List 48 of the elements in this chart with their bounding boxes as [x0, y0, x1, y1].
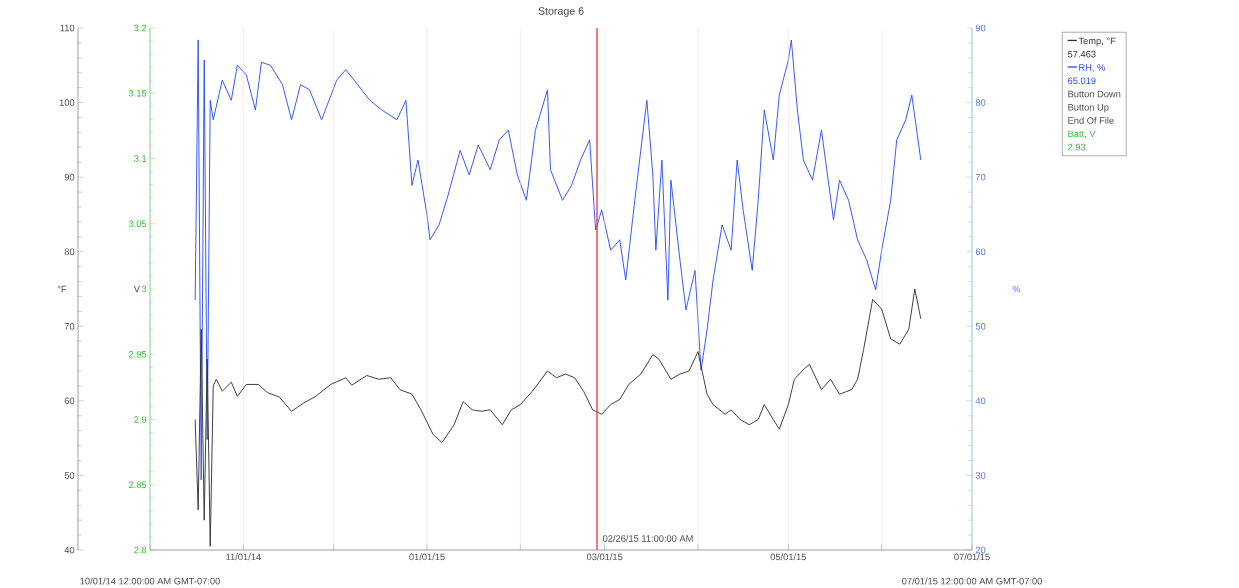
y3-tick-label: 2.95: [129, 350, 147, 358]
y3-tick-label: 2.85: [129, 481, 147, 489]
x-tick-label: 05/01/15: [770, 553, 807, 561]
y3-tick-label: 2.8: [134, 546, 147, 554]
text: Button Up: [1068, 104, 1109, 113]
text: 57.463: [1067, 50, 1096, 58]
x-tick-label: 01/01/15: [409, 553, 445, 561]
y3-tick-label: 2.9: [134, 416, 147, 423]
line-series: [194, 39, 922, 481]
y3-tick-label: 3.2: [134, 24, 147, 32]
y-tick-label: 90: [64, 173, 75, 181]
text: Button Down: [1068, 90, 1121, 98]
y2-tick-label: 80: [975, 99, 986, 106]
text: 2.93: [1068, 143, 1086, 151]
y3-tick-label: 3: [141, 285, 147, 293]
text: End Of File: [1068, 117, 1114, 124]
y2-tick-label: 70: [975, 173, 986, 181]
y-tick-label: 80: [64, 248, 75, 255]
legend-label: Temp, °F: [1078, 37, 1116, 46]
y3-tick-label: 3.1: [134, 155, 147, 162]
y2-tick-label: 30: [975, 472, 986, 479]
y2-tick-label: 20: [975, 546, 986, 554]
y-tick-label: 100: [59, 99, 75, 106]
y2-tick-label: 90: [975, 24, 986, 32]
x-tick-label: 03/01/15: [586, 553, 623, 561]
x-tick-label: 11/01/14: [226, 553, 261, 561]
y-tick-label: 110: [60, 24, 75, 32]
y3-tick-label: 3.05: [128, 220, 147, 228]
y-tick-label: 60: [64, 397, 75, 405]
y2-axis-title: %: [1012, 285, 1021, 293]
text: 07/01/15 12:00:00 AM GMT-07:00: [902, 577, 1042, 585]
y2-tick-label: 40: [975, 397, 986, 405]
y3-tick-label: 3.15: [128, 89, 147, 97]
y-tick-label: 70: [64, 323, 75, 330]
y3-axis-title: V: [133, 285, 140, 293]
y2-tick-label: 60: [975, 248, 986, 255]
x-tick-label: 07/01/15: [954, 553, 990, 561]
y-axis-title: °F: [57, 285, 67, 293]
line-series: [194, 288, 922, 547]
y-tick-label: 40: [64, 546, 75, 554]
legend-label: RH, %: [1079, 64, 1105, 72]
text: 65.019: [1068, 77, 1096, 84]
text: Batt, V: [1068, 130, 1096, 139]
text: 10/01/14 12:00:00 AM GMT-07:00: [80, 577, 220, 585]
y-tick-label: 50: [64, 472, 75, 479]
ref-line-label: 02/26/15 11:00:00 AM: [602, 534, 693, 542]
y2-tick-label: 50: [975, 323, 986, 330]
chart-title: Storage 6: [538, 7, 584, 17]
